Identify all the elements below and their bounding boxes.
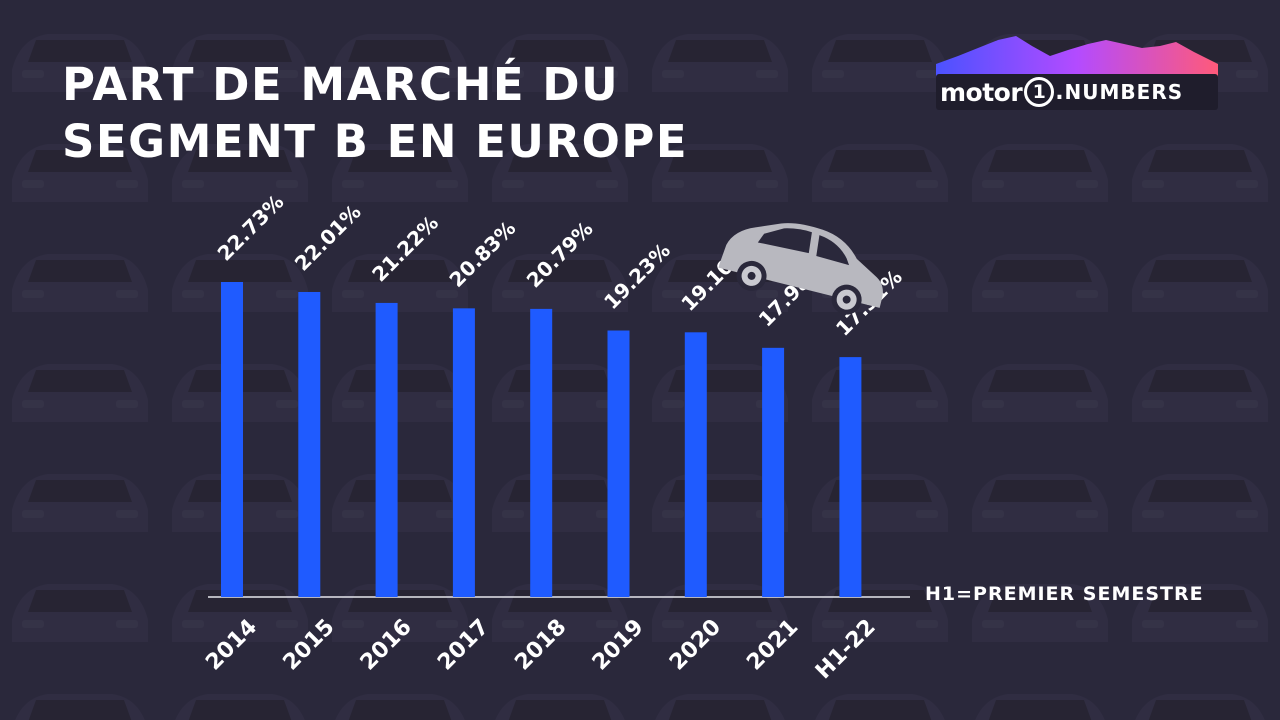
bar-2018 <box>530 308 553 597</box>
value-label-2015: 22.01% <box>290 200 366 276</box>
title-line-2: SEGMENT B EN EUROPE <box>62 115 689 168</box>
bar-H1-22 <box>839 357 862 597</box>
x-tick-label-2018: 2018 <box>510 615 571 676</box>
bar-2021 <box>762 347 785 597</box>
bar-2014 <box>221 282 243 597</box>
x-tick-label-2014: 2014 <box>201 615 262 676</box>
title-line-1: PART DE MARCHÉ DU <box>62 58 620 111</box>
x-tick-label-2016: 2016 <box>356 615 417 676</box>
value-label-2019: 19.23% <box>599 238 675 314</box>
car-icon <box>718 223 883 315</box>
logo-dot: . <box>1055 79 1064 105</box>
chart-title: PART DE MARCHÉ DU SEGMENT B EN EUROPE <box>62 56 688 170</box>
x-tick-label-2019: 2019 <box>588 615 649 676</box>
logo-brand: motor <box>940 77 1023 107</box>
value-label-2017: 20.83% <box>444 216 520 292</box>
bar-2015 <box>298 291 321 597</box>
x-tick-label-2020: 2020 <box>665 615 726 676</box>
bar-2020 <box>684 332 707 597</box>
value-label-2014: 22.73% <box>213 190 289 266</box>
x-tick-label-2017: 2017 <box>433 615 494 676</box>
value-label-2018: 20.79% <box>522 217 598 293</box>
x-tick-label-H1-22: H1-22 <box>811 615 881 685</box>
bar-2017 <box>452 308 475 597</box>
logo-wordmark: motor 1 . NUMBERS <box>936 74 1218 110</box>
x-tick-label-2021: 2021 <box>742 615 803 676</box>
motor1-numbers-logo: motor 1 . NUMBERS <box>928 34 1218 112</box>
bar-2019 <box>607 330 630 597</box>
x-tick-label-2015: 2015 <box>279 615 340 676</box>
logo-mountain-graphic <box>936 36 1218 82</box>
footnote: H1=PREMIER SEMESTRE <box>925 583 1204 605</box>
value-label-2016: 21.22% <box>367 211 443 287</box>
bar-2016 <box>375 302 398 597</box>
logo-suffix: NUMBERS <box>1064 80 1184 104</box>
logo-brand-number: 1 <box>1024 77 1055 107</box>
